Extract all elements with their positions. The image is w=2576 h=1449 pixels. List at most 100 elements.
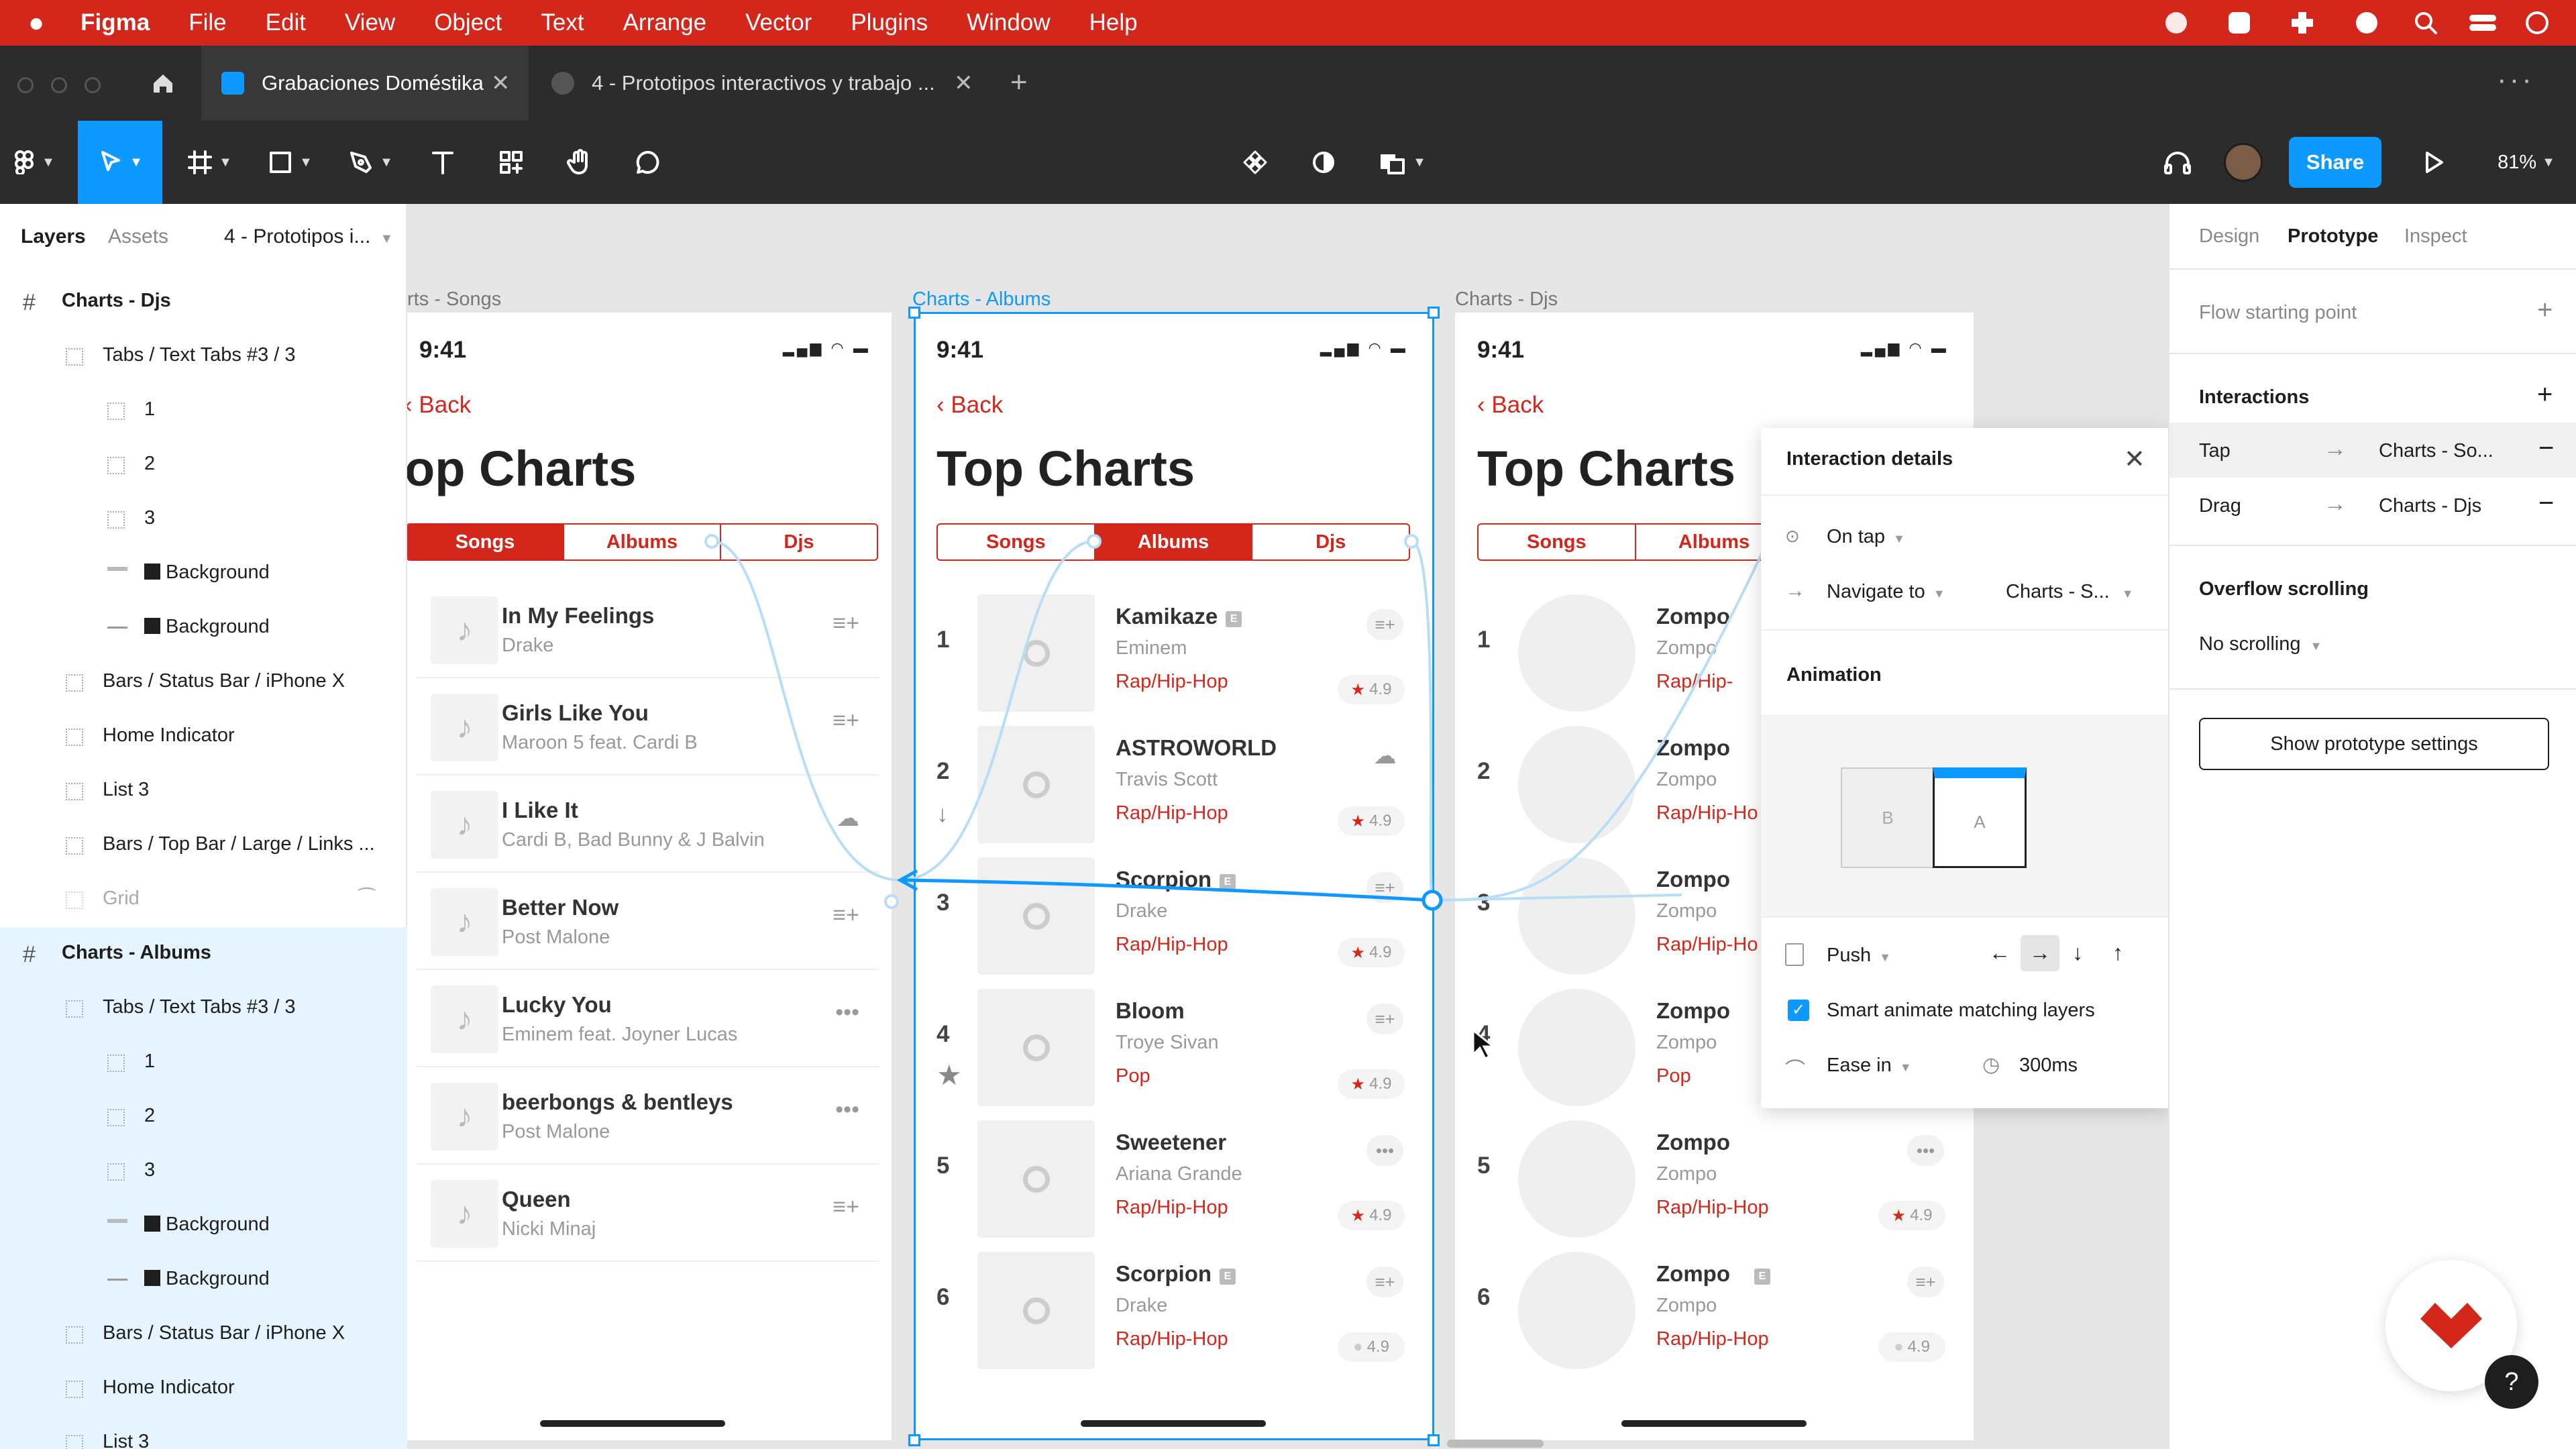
menu-view[interactable]: View xyxy=(344,9,396,36)
mask-button[interactable] xyxy=(1300,121,1347,204)
frame-label-djs[interactable]: Charts - Djs xyxy=(1455,288,1558,310)
window-zoom-button[interactable] xyxy=(85,77,101,93)
menu-object[interactable]: Object xyxy=(434,9,502,36)
dj-row[interactable]: 6 Zompo E Zompo Rap/Hip-Hop ≡+ ● 4.9 xyxy=(1455,1252,1974,1383)
zoom-menu[interactable]: 81% ▼ xyxy=(2498,151,2555,173)
menu-vector[interactable]: Vector xyxy=(745,9,812,36)
smart-animate-checkbox[interactable]: ✓ xyxy=(1788,1000,1809,1021)
gear-tray-icon[interactable] xyxy=(2352,8,2381,38)
window-minimize-button[interactable] xyxy=(51,77,67,93)
menu-plugins[interactable]: Plugins xyxy=(851,9,928,36)
layer-item[interactable]: Home Indicator xyxy=(0,710,407,764)
song-row[interactable]: ♪ Lucky You Eminem feat. Joyner Lucas ••• xyxy=(417,970,879,1067)
layer-item[interactable]: Bars / Status Bar / iPhone X xyxy=(0,1307,407,1362)
layer-item[interactable]: Background xyxy=(0,547,407,601)
resize-handle[interactable] xyxy=(908,1434,920,1446)
direction-up-icon[interactable]: ↑ xyxy=(2112,941,2123,965)
direction-left-icon[interactable]: ← xyxy=(1989,941,2010,965)
add-to-queue-icon[interactable]: ≡+ xyxy=(1366,609,1403,640)
search-icon[interactable] xyxy=(2411,8,2440,38)
destination-dropdown[interactable]: Charts - S... ▼ xyxy=(2006,581,2134,603)
help-button[interactable]: ? xyxy=(2485,1355,2538,1409)
more-icon[interactable]: ••• xyxy=(1907,1135,1944,1166)
add-to-queue-icon[interactable]: ≡+ xyxy=(1907,1267,1944,1297)
window-close-button[interactable] xyxy=(17,77,34,93)
apple-icon[interactable]: ● xyxy=(28,7,45,38)
seg-songs[interactable]: Songs xyxy=(1479,525,1636,559)
layer-item[interactable]: Tabs / Text Tabs #3 / 3 xyxy=(0,981,407,1036)
resize-handle[interactable] xyxy=(1428,307,1440,319)
layer-item[interactable]: 2 xyxy=(0,1090,407,1144)
pen-tool-button[interactable]: ▼ xyxy=(337,121,404,204)
layer-item[interactable]: List 3 xyxy=(0,764,407,818)
notification-icon[interactable] xyxy=(2522,8,2552,38)
close-icon[interactable]: ✕ xyxy=(2124,445,2145,474)
share-button[interactable]: Share xyxy=(2289,137,2381,188)
transition-dropdown[interactable]: Push ▼ xyxy=(1827,945,1891,967)
close-tab-icon[interactable]: ✕ xyxy=(491,70,511,96)
song-row[interactable]: ♪ Girls Like You Maroon 5 feat. Cardi B ≡+ xyxy=(417,678,879,775)
layer-item[interactable]: 2 xyxy=(0,438,407,492)
add-to-queue-icon[interactable]: ≡+ xyxy=(833,708,859,733)
user-avatar[interactable] xyxy=(2219,121,2267,204)
album-row[interactable]: 4 ★ Bloom Troye Sivan Pop ≡+ ★ 4.9 xyxy=(914,989,1433,1120)
remove-interaction-icon[interactable]: − xyxy=(2538,433,2555,463)
comment-tool-button[interactable] xyxy=(623,121,674,204)
move-tool-button[interactable]: ▼ xyxy=(78,121,162,204)
seg-djs[interactable]: Djs xyxy=(1316,531,1346,553)
menu-text[interactable]: Text xyxy=(541,9,584,36)
layer-item[interactable]: 1 xyxy=(0,384,407,438)
plus-tray-icon[interactable] xyxy=(2288,8,2317,38)
cloud-download-icon[interactable]: ☁ xyxy=(837,806,859,831)
layer-frame-charts-djs[interactable]: # Charts - Djs xyxy=(0,275,407,329)
hidden-eye-icon[interactable]: ⁀ xyxy=(359,889,375,910)
song-row[interactable]: ♪ Queen Nicki Minaj ≡+ xyxy=(417,1165,879,1262)
add-interaction-icon[interactable]: + xyxy=(2537,380,2553,409)
song-row[interactable]: ♪ I Like It Cardi B, Bad Bunny & J Balvin ☁ xyxy=(417,775,879,873)
trigger-dropdown[interactable]: On tap ▼ xyxy=(1827,526,1905,548)
interaction-row[interactable]: Tap → Charts - So... − xyxy=(2169,423,2576,478)
album-row[interactable]: 6 Scorpion E Drake Rap/Hip-Hop ≡+ ● 4.9 xyxy=(914,1252,1433,1383)
more-icon[interactable]: ••• xyxy=(835,1000,859,1025)
cloud-download-icon[interactable]: ☁ xyxy=(1373,743,1397,769)
layer-item[interactable]: Background xyxy=(0,1253,407,1307)
menu-window[interactable]: Window xyxy=(967,9,1051,36)
song-row[interactable]: ♪ Better Now Post Malone ≡+ xyxy=(417,873,879,970)
seg-albums[interactable]: Albums xyxy=(564,525,721,559)
hand-tool-button[interactable] xyxy=(554,121,605,204)
direction-down-icon[interactable]: ↓ xyxy=(2072,941,2083,965)
seg-songs[interactable]: Songs xyxy=(407,525,564,559)
menu-file[interactable]: File xyxy=(189,9,227,36)
layer-item[interactable]: Bars / Top Bar / Large / Links ... xyxy=(0,818,407,873)
layer-item[interactable]: List 3 xyxy=(0,1416,407,1449)
layer-item[interactable]: Bars / Status Bar / iPhone X xyxy=(0,655,407,710)
new-tab-icon[interactable]: + xyxy=(1010,66,1028,99)
add-to-queue-icon[interactable]: ≡+ xyxy=(1366,1004,1403,1034)
tab-grabaciones[interactable]: Grabaciones Doméstika xyxy=(201,46,529,121)
layer-item[interactable]: Background xyxy=(0,601,407,655)
layer-item[interactable]: Background xyxy=(0,1199,407,1253)
more-icon[interactable]: ••• xyxy=(1366,1135,1403,1166)
menu-app-name[interactable]: Figma xyxy=(80,9,150,36)
frame-charts-songs[interactable]: 9:41 ▂▄▆ ◠ ▬ ‹ Back op Charts Songs Albu… xyxy=(407,313,892,1440)
home-button[interactable] xyxy=(137,46,189,121)
add-to-queue-icon[interactable]: ≡+ xyxy=(833,1194,859,1220)
duration-input[interactable]: 300ms xyxy=(2019,1055,2078,1076)
tab-inspect[interactable]: Inspect xyxy=(2404,225,2467,247)
menu-help[interactable]: Help xyxy=(1089,9,1138,36)
direction-right-icon[interactable]: → xyxy=(2021,935,2059,971)
seg-albums[interactable]: Albums xyxy=(1095,525,1253,559)
back-link[interactable]: ‹ Back xyxy=(936,392,1003,419)
more-options-icon[interactable]: ··· xyxy=(2497,63,2534,96)
dj-row[interactable]: 4 Zompo Zompo Pop xyxy=(1455,989,1974,1120)
show-prototype-settings-button[interactable]: Show prototype settings xyxy=(2199,718,2549,770)
seg-djs[interactable]: Djs xyxy=(784,531,814,553)
tab-prototipos[interactable]: 4 - Prototipos interactivos y trabajo ..… xyxy=(531,46,982,121)
audio-button[interactable] xyxy=(2153,121,2202,204)
app-tray-icon[interactable] xyxy=(2224,8,2254,38)
back-link[interactable]: ‹ Back xyxy=(407,392,471,419)
tab-assets[interactable]: Assets xyxy=(108,225,169,248)
seg-albums[interactable]: Albums xyxy=(1636,525,1794,559)
resize-handle[interactable] xyxy=(1428,1434,1440,1446)
back-link[interactable]: ‹ Back xyxy=(1477,392,1544,419)
